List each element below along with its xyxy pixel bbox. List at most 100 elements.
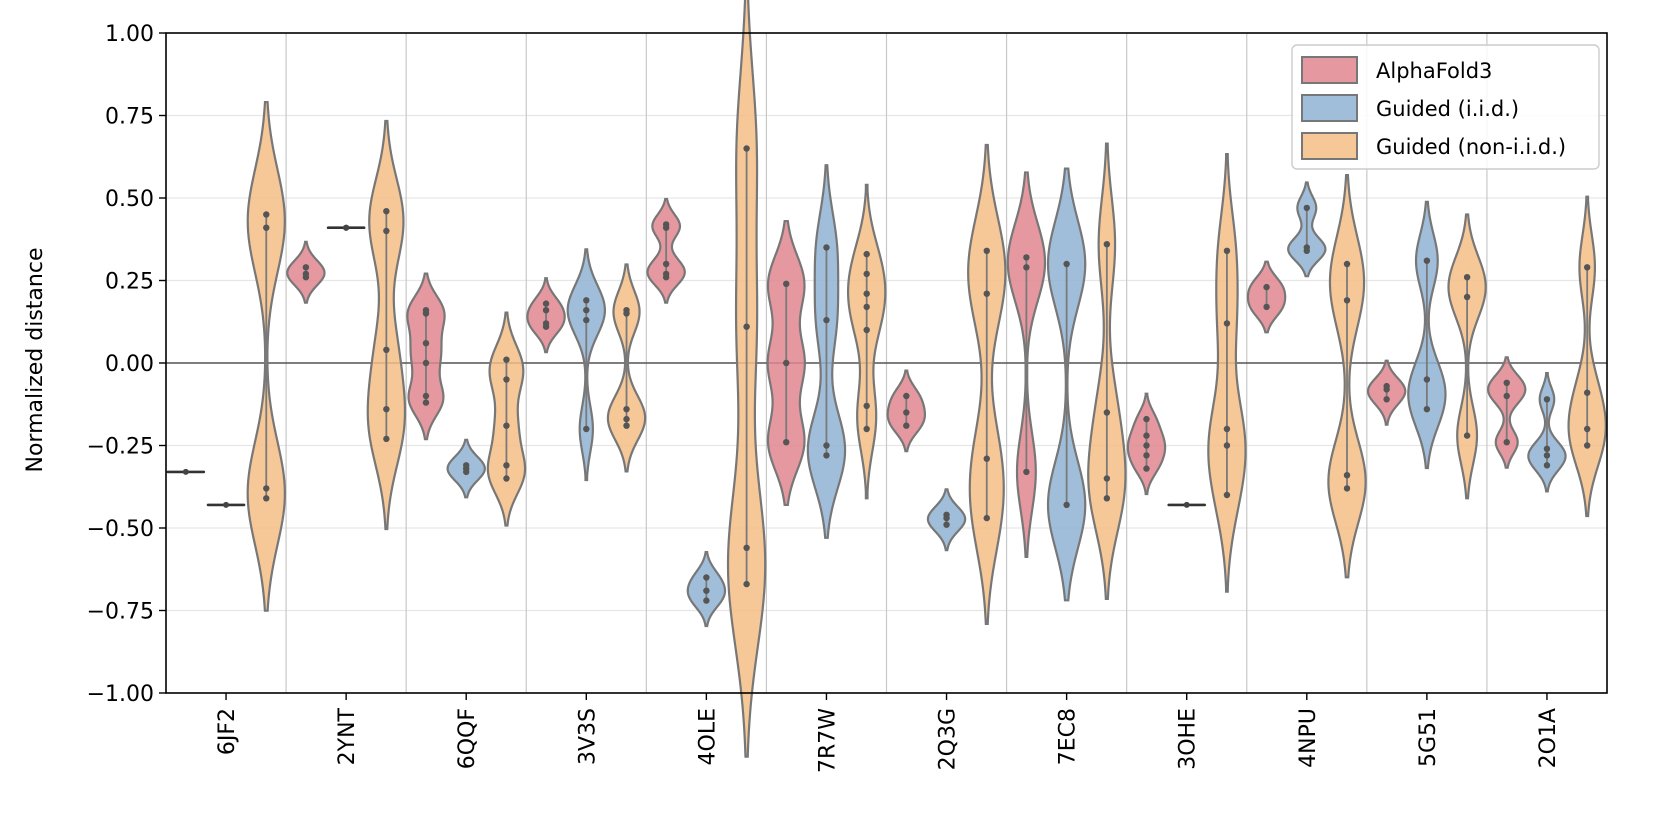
data-point	[1263, 283, 1270, 291]
data-point	[623, 310, 630, 317]
y-axis-title: Normalized distance	[23, 248, 48, 473]
y-tick-label: −0.50	[87, 517, 154, 542]
data-point	[1463, 432, 1471, 439]
y-tick-label: −0.25	[87, 435, 154, 460]
data-point	[662, 274, 670, 281]
data-point	[743, 580, 750, 588]
x-tick-label: 3V3S	[575, 708, 600, 765]
data-point	[703, 587, 710, 594]
data-point	[662, 224, 670, 231]
x-tick-label: 2YNT	[335, 707, 360, 765]
y-tick-label: 0.75	[105, 105, 154, 130]
legend-box	[1291, 44, 1600, 170]
y-tick-label: 0.25	[105, 270, 154, 295]
data-point	[863, 290, 870, 297]
data-point	[422, 310, 430, 317]
data-point	[503, 475, 510, 482]
data-point	[983, 290, 990, 297]
legend-label: Guided (i.i.d.)	[1376, 97, 1519, 121]
data-point	[1063, 501, 1070, 509]
data-point	[903, 422, 910, 429]
data-point	[383, 346, 390, 353]
data-point	[1583, 389, 1591, 396]
data-point	[863, 425, 870, 433]
x-tick-label: 2Q3G	[936, 708, 961, 770]
axis-layer: 1.00 0.75 0.50 0.25 0.00 −0.25 −0.50 −0.75 −1.00…	[87, 22, 1608, 773]
data-point	[503, 356, 510, 363]
data-point	[1503, 379, 1510, 386]
data-point	[542, 307, 550, 314]
data-point	[1023, 468, 1030, 476]
data-point	[1223, 442, 1231, 449]
legend-swatch	[1301, 56, 1358, 84]
data-point	[1383, 386, 1390, 393]
data-point	[542, 300, 550, 307]
legend-label: Guided (non-i.i.d.)	[1376, 135, 1566, 159]
data-point	[503, 422, 510, 429]
data-point	[1583, 425, 1591, 433]
data-point	[503, 376, 510, 383]
data-point	[383, 435, 390, 443]
data-point	[743, 323, 750, 330]
data-point	[1543, 396, 1551, 403]
data-point	[1223, 320, 1231, 327]
data-point	[1383, 396, 1390, 403]
data-point	[263, 224, 270, 231]
data-point	[943, 514, 950, 522]
data-point	[783, 280, 790, 287]
data-point	[863, 303, 870, 311]
data-point	[1583, 264, 1591, 271]
data-point	[1423, 406, 1431, 413]
x-tick-label: 7EC8	[1056, 708, 1081, 765]
legend-swatch	[1301, 94, 1358, 122]
data-point	[542, 323, 550, 330]
x-tick-label: 4NPU	[1296, 708, 1321, 768]
violin-layer	[166, 0, 1607, 758]
data-point	[302, 274, 310, 281]
data-point	[383, 227, 390, 235]
y-tick-label: 1.00	[105, 22, 154, 47]
legend-swatch	[1301, 132, 1358, 160]
data-point	[743, 145, 750, 152]
data-point	[422, 392, 430, 400]
x-tick-label: 4OLE	[695, 708, 720, 765]
data-point	[383, 406, 390, 413]
data-point	[1543, 452, 1551, 459]
data-point	[1423, 257, 1431, 264]
data-point	[1183, 501, 1190, 508]
data-point	[223, 501, 230, 508]
legend-label: AlphaFold3	[1376, 59, 1492, 83]
data-point	[263, 495, 270, 502]
data-point	[823, 442, 830, 449]
data-point	[823, 244, 830, 251]
x-tick-label: 6QQF	[455, 708, 480, 769]
data-point	[1063, 260, 1070, 268]
data-point	[182, 468, 189, 475]
data-point	[1503, 439, 1510, 446]
data-point	[1103, 241, 1111, 248]
data-point	[623, 406, 630, 413]
data-point	[1463, 293, 1471, 301]
data-point	[1343, 297, 1351, 304]
data-point	[1103, 475, 1111, 482]
data-point	[1143, 432, 1150, 439]
x-tick-label: 2O1A	[1536, 708, 1561, 768]
data-point	[583, 297, 590, 304]
y-tick-label: 0.00	[105, 352, 154, 377]
data-point	[743, 544, 750, 551]
data-point	[1503, 392, 1510, 400]
data-point	[1303, 247, 1310, 254]
data-point	[823, 316, 830, 324]
data-point	[1543, 445, 1551, 452]
data-point	[703, 597, 710, 604]
data-point	[1223, 425, 1231, 433]
data-point	[823, 452, 830, 459]
data-point	[1023, 254, 1030, 261]
data-point	[1463, 274, 1471, 281]
data-point	[1343, 260, 1351, 268]
data-point	[903, 409, 910, 416]
data-point	[863, 270, 870, 278]
data-point	[422, 359, 430, 367]
data-point	[422, 340, 430, 347]
data-point	[863, 402, 870, 410]
